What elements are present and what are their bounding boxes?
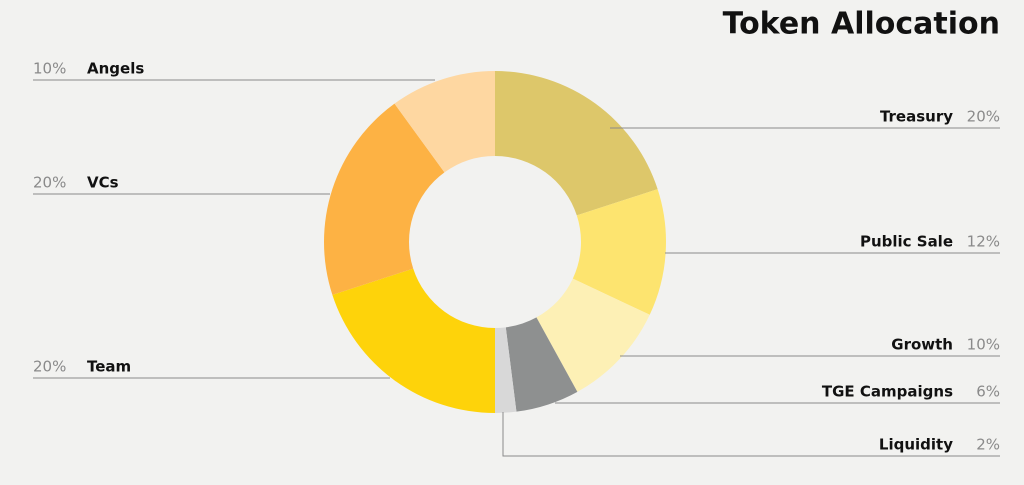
slice — [394, 71, 495, 173]
slice — [323, 103, 445, 295]
slice — [505, 317, 578, 412]
category-label: TGE Campaigns — [822, 383, 953, 401]
value-label: 2% — [976, 436, 1000, 454]
slice — [332, 268, 495, 413]
category-label: Treasury — [880, 108, 953, 126]
leader-line — [502, 412, 1000, 457]
value-label: 12% — [967, 233, 1000, 251]
value-label: 6% — [976, 383, 1000, 401]
slice — [495, 327, 517, 413]
category-label: VCs — [87, 174, 119, 192]
category-label: Liquidity — [879, 436, 953, 454]
value-label: 10% — [33, 60, 66, 78]
value-label: 20% — [967, 108, 1000, 126]
category-label: Angels — [87, 60, 144, 78]
slice — [495, 71, 658, 216]
slice — [572, 189, 666, 315]
value-label: 10% — [967, 336, 1000, 354]
value-label: 20% — [33, 358, 66, 376]
category-label: Team — [87, 358, 131, 376]
chart-title: Token Allocation — [723, 7, 1000, 42]
slice — [536, 278, 650, 392]
value-label: 20% — [33, 174, 66, 192]
category-label: Public Sale — [860, 233, 953, 251]
category-label: Growth — [891, 336, 953, 354]
